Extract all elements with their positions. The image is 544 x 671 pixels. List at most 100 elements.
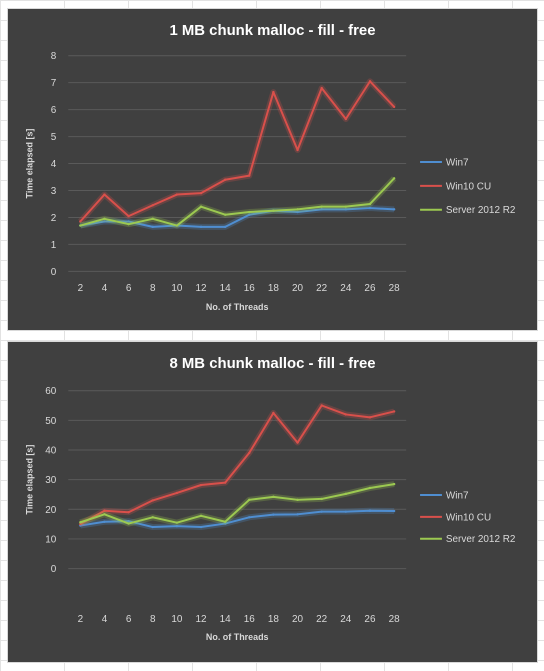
data-point xyxy=(368,416,372,419)
legend-item[interactable]: Server 2012 R2 xyxy=(420,205,516,216)
x-tick-label: 22 xyxy=(316,614,328,625)
data-point xyxy=(296,210,299,214)
x-tick-label: 26 xyxy=(364,614,376,625)
data-point xyxy=(368,80,372,83)
series-line[interactable] xyxy=(79,80,395,223)
data-point xyxy=(224,178,227,181)
data-point xyxy=(224,481,227,484)
series-line[interactable] xyxy=(80,177,395,227)
series-win10-cu[interactable] xyxy=(78,78,397,224)
legend-label: Win7 xyxy=(446,491,469,502)
x-tick-label: 24 xyxy=(340,283,352,294)
series-win10-cu[interactable] xyxy=(78,402,396,527)
data-point xyxy=(344,510,348,513)
chart-8mb[interactable]: 8 MB chunk malloc - fill - free 0 10 20 30 40… xyxy=(7,341,538,663)
data-point xyxy=(248,498,251,502)
series-line[interactable] xyxy=(79,404,395,526)
data-point xyxy=(272,411,275,415)
data-point xyxy=(103,220,106,223)
data-point xyxy=(199,225,203,229)
data-point xyxy=(151,516,154,519)
data-point xyxy=(272,90,275,94)
x-tick-label: 28 xyxy=(389,614,401,625)
data-point xyxy=(224,225,227,229)
data-point xyxy=(103,217,106,220)
data-point xyxy=(248,213,251,216)
data-point xyxy=(151,525,154,529)
legend-item[interactable]: Server 2012 R2 xyxy=(420,534,516,545)
x-tick-label: 16 xyxy=(244,283,256,294)
data-point xyxy=(79,220,82,223)
legend-label: Win10 CU xyxy=(446,512,491,523)
data-point xyxy=(175,491,179,495)
data-point xyxy=(127,522,130,525)
legend-label: Server 2012 R2 xyxy=(446,534,516,545)
data-point xyxy=(103,509,106,512)
data-point xyxy=(175,224,179,227)
data-point xyxy=(392,177,396,180)
y-tick-label: 1 xyxy=(51,240,57,251)
legend-label: Win7 xyxy=(446,158,469,169)
data-point xyxy=(368,202,372,206)
series-line-glow xyxy=(78,78,397,224)
data-point xyxy=(199,525,203,529)
data-point xyxy=(320,205,323,208)
legend-label: Server 2012 R2 xyxy=(446,205,516,216)
series-line[interactable] xyxy=(79,483,395,525)
series-server-2012-r2[interactable] xyxy=(79,176,397,229)
data-point xyxy=(344,205,348,208)
data-point xyxy=(344,413,348,416)
data-point xyxy=(199,205,203,208)
y-tick-label: 50 xyxy=(45,416,57,427)
x-tick-label: 10 xyxy=(171,614,183,625)
data-point xyxy=(175,193,179,196)
y-tick-label: 20 xyxy=(45,505,57,516)
data-point xyxy=(79,521,82,524)
x-tick-label: 18 xyxy=(268,614,280,625)
x-tick-label: 6 xyxy=(126,283,132,294)
y-tick-label: 3 xyxy=(51,186,57,197)
data-point xyxy=(127,511,130,514)
y-tick-label: 5 xyxy=(51,132,57,143)
x-tick-label: 24 xyxy=(340,614,352,625)
data-point xyxy=(368,206,372,210)
series-server-2012-r2[interactable] xyxy=(79,481,396,527)
y-tick-label: 2 xyxy=(51,213,57,224)
data-point xyxy=(296,441,299,444)
x-tick-label: 4 xyxy=(102,614,108,625)
legend-item[interactable]: Win10 CU xyxy=(420,512,491,523)
x-tick-label: 26 xyxy=(364,283,376,294)
data-point xyxy=(392,509,396,513)
data-point xyxy=(199,514,203,518)
data-point xyxy=(199,483,203,487)
x-tick-label: 10 xyxy=(171,283,183,294)
legend-item[interactable]: Win7 xyxy=(420,158,469,169)
y-tick-label: 8 xyxy=(51,51,57,62)
x-tick-label: 14 xyxy=(220,283,232,294)
x-tick-label: 4 xyxy=(102,283,108,294)
data-point xyxy=(127,214,130,218)
data-point xyxy=(79,522,82,526)
data-point xyxy=(392,410,396,413)
legend-item[interactable]: Win7 xyxy=(420,491,469,502)
data-point xyxy=(320,404,323,407)
data-point xyxy=(296,148,299,152)
data-point xyxy=(103,193,106,196)
data-point xyxy=(248,210,251,214)
data-point xyxy=(320,86,323,90)
legend: Win7 Win10 CU Server 2012 R2 xyxy=(420,491,516,545)
data-point xyxy=(248,451,251,455)
chart-1mb[interactable]: 1 MB chunk malloc - fill - free 0 1 2 3 4 5 6 7 8… xyxy=(7,8,538,331)
y-tick-label: 4 xyxy=(51,159,57,170)
data-point xyxy=(272,209,275,212)
data-point xyxy=(151,217,154,220)
data-point xyxy=(127,222,130,226)
y-tick-label: 0 xyxy=(51,564,57,575)
x-tick-label: 20 xyxy=(292,283,304,294)
y-tick-label: 30 xyxy=(45,475,57,486)
legend-item[interactable]: Win10 CU xyxy=(420,181,491,192)
data-point xyxy=(296,208,299,211)
x-tick-label: 16 xyxy=(244,614,256,625)
y-tick-label: 60 xyxy=(45,386,57,397)
